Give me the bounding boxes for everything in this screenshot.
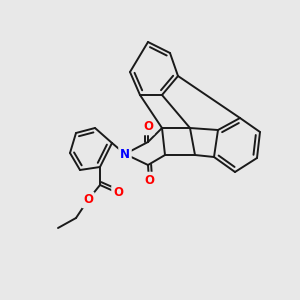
Text: O: O [113,187,123,200]
Text: O: O [83,194,93,206]
Text: N: N [120,148,130,160]
Text: O: O [144,173,154,187]
Text: O: O [143,121,153,134]
